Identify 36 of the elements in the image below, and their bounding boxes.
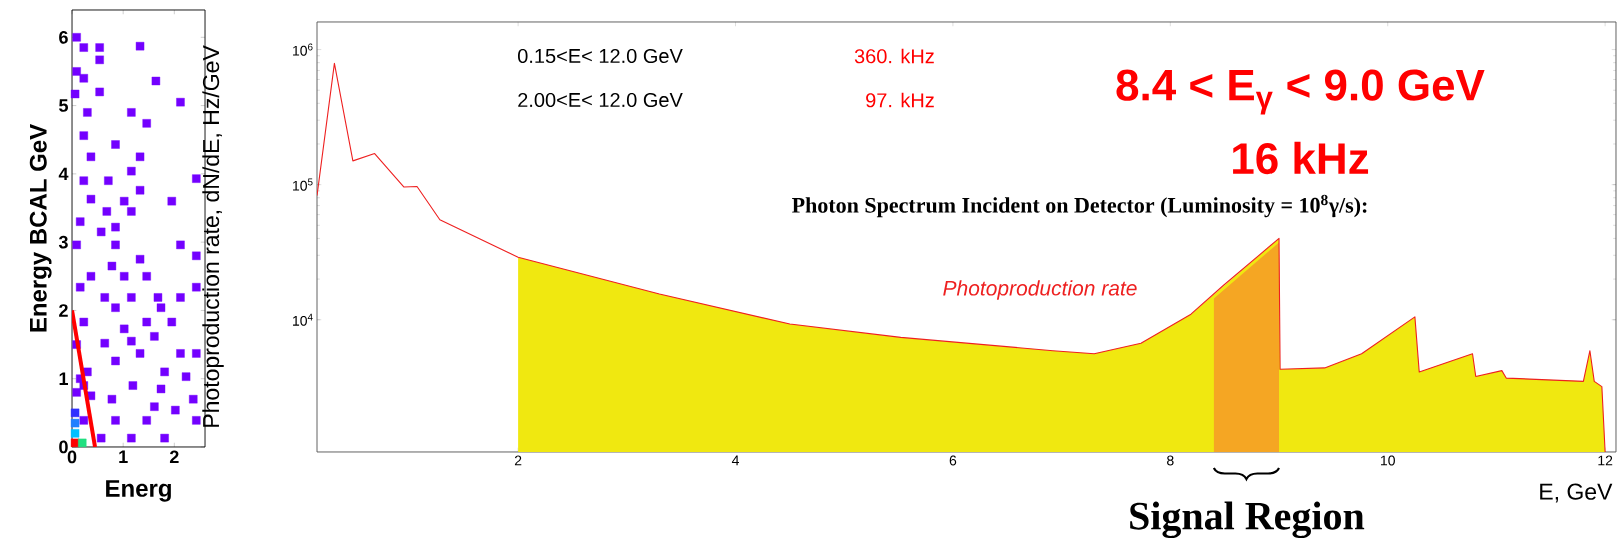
y-tick-label: 1	[59, 372, 68, 385]
x-tick-label: 1	[119, 450, 128, 463]
x-tick-label: 2	[514, 455, 522, 466]
y-tick-label: 2	[59, 304, 68, 317]
y-tick-label: 10$^{4}$	[293, 313, 313, 326]
annotation: 2.00<E< 12.0 GeV	[518, 92, 683, 108]
point	[78, 438, 87, 448]
x-tick-label: 2	[169, 450, 179, 464]
y-axis-title: Energy BCAL GeV	[29, 124, 52, 332]
x-tick-label: 4	[731, 455, 739, 466]
point	[70, 429, 80, 438]
x-axis-title: E, GeV	[1540, 483, 1613, 503]
x-tick-label: 8	[1167, 455, 1174, 466]
band-label: Signal Region	[1130, 501, 1365, 539]
x-axis-title: Energ	[106, 480, 171, 502]
annotation: 0.15<E< 12.0 GeV	[518, 48, 683, 64]
x-tick-label: 12	[1598, 455, 1613, 466]
point	[70, 418, 80, 428]
y-tick-label: 6	[59, 30, 68, 44]
y-tick-label: 10$^{5}$	[293, 178, 313, 191]
x-tick-label: 6	[949, 455, 957, 466]
text: Photon Spectrum Incident on Detector (Luminosity = 10$^{8}$γ/s):	[792, 194, 1367, 218]
y-tick-label: 10$^{6}$	[293, 43, 313, 56]
x-tick-label: 10	[1381, 455, 1395, 466]
series-label: Photoproduction rate	[943, 280, 1137, 300]
y-tick-label: 4	[58, 167, 69, 181]
annotation: 97. kHz	[866, 92, 934, 108]
annotation: 8.4 < E$_{γ}$ < 9.0 GeV	[1116, 69, 1485, 115]
y-tick-label: 5	[59, 99, 68, 112]
annotation: 16 kHz	[1233, 141, 1369, 175]
y-axis-title: Photoproduction rate, dN/dE, Hz/GeV	[202, 45, 224, 427]
annotation: 360. kHz	[854, 48, 934, 64]
y-tick-label: 3	[58, 235, 68, 249]
line-series	[317, 62, 1606, 452]
point	[70, 408, 80, 418]
y-tick-label: 0	[59, 440, 68, 454]
